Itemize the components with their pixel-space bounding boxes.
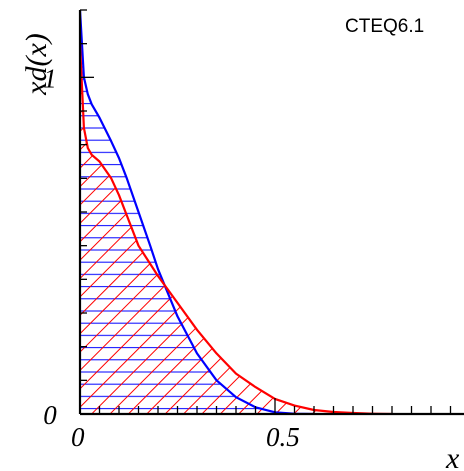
series-1-hatched-area (80, 43, 392, 414)
x-axis-title: x (445, 442, 460, 471)
series-1-line (80, 43, 393, 414)
pdf-set-label: CTEQ6.1 (345, 16, 424, 37)
y-tick-label: 1 (43, 63, 57, 93)
x-tick-label: 0 (71, 422, 85, 452)
axis-ticks (79, 9, 452, 415)
y-tick-label: 0 (43, 400, 57, 430)
hatched-areas (80, 10, 392, 414)
x-tick-label: 0.5 (266, 422, 300, 452)
tick-labels: 0 0.5 0 1 (43, 63, 300, 452)
y-axis-title: xd(x) (20, 33, 53, 96)
